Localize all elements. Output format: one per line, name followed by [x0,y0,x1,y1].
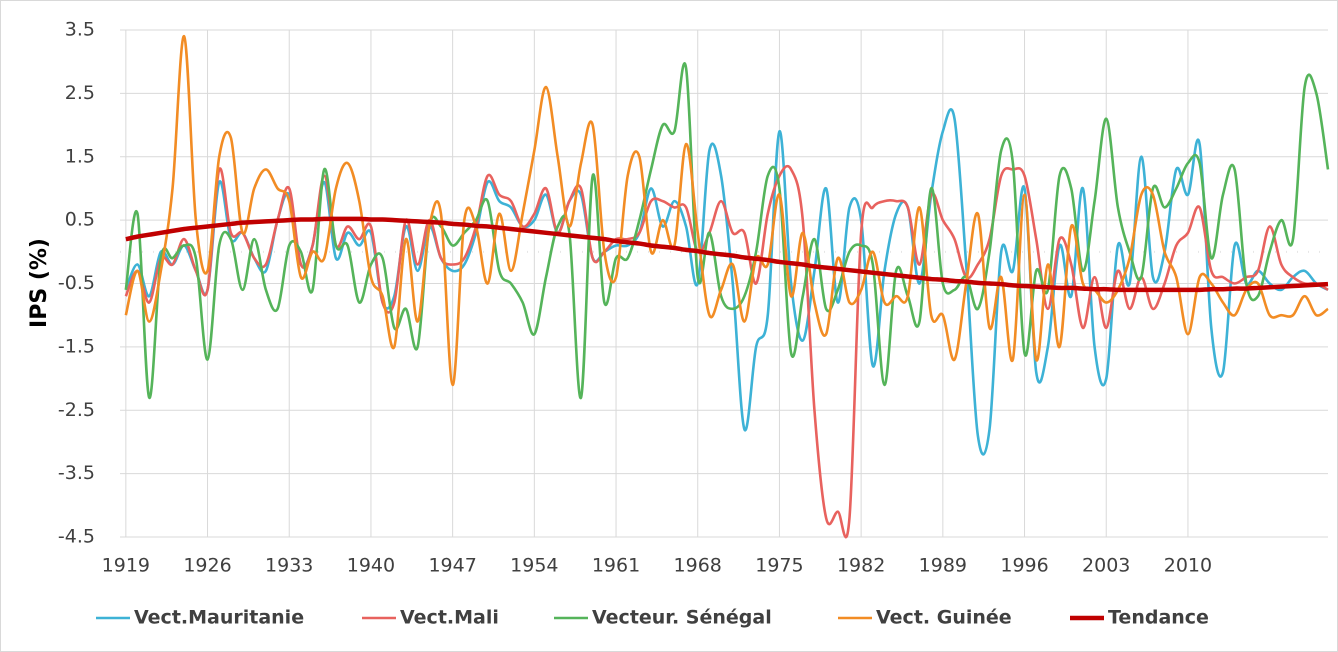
series-line [124,35,1329,387]
y-tick-label: -4.5 [58,526,95,548]
x-tick-label: 1947 [428,555,476,577]
legend-label: Vect.Mali [400,607,499,629]
y-axis-title: IPS (%) [27,238,52,328]
y-tick-label: 1.5 [65,145,95,167]
y-tick-label: -0.5 [58,272,95,294]
x-tick-label: 1989 [919,555,967,577]
x-tick-label: 1996 [1000,555,1048,577]
legend-label: Vect.Mauritanie [134,607,304,629]
x-tick-label: 2003 [1082,555,1130,577]
legend-label: Vecteur. Sénégal [592,607,772,629]
series-line [124,108,1329,456]
y-tick-label: 0.5 [65,209,95,231]
x-tick-label: 1933 [265,555,313,577]
y-tick-label: 2.5 [65,82,95,104]
y-tick-label: 3.5 [65,19,95,41]
x-tick-label: 1961 [592,555,640,577]
y-tick-label: -3.5 [58,462,95,484]
x-tick-label: 1919 [102,555,150,577]
x-tick-label: 1982 [837,555,885,577]
y-tick-label: -2.5 [58,399,95,421]
x-tick-label: 2010 [1164,555,1212,577]
series-line [124,164,1329,539]
x-tick-label: 1975 [755,555,803,577]
x-tick-label: 1954 [510,555,558,577]
y-tick-label: -1.5 [58,335,95,357]
series-line [124,62,1330,399]
legend-label: Tendance [1108,607,1209,629]
legend-label: Vect. Guinée [876,607,1012,629]
x-tick-label: 1940 [347,555,395,577]
x-tick-label: 1926 [183,555,231,577]
series-line [125,216,1329,293]
x-tick-label: 1968 [674,555,722,577]
